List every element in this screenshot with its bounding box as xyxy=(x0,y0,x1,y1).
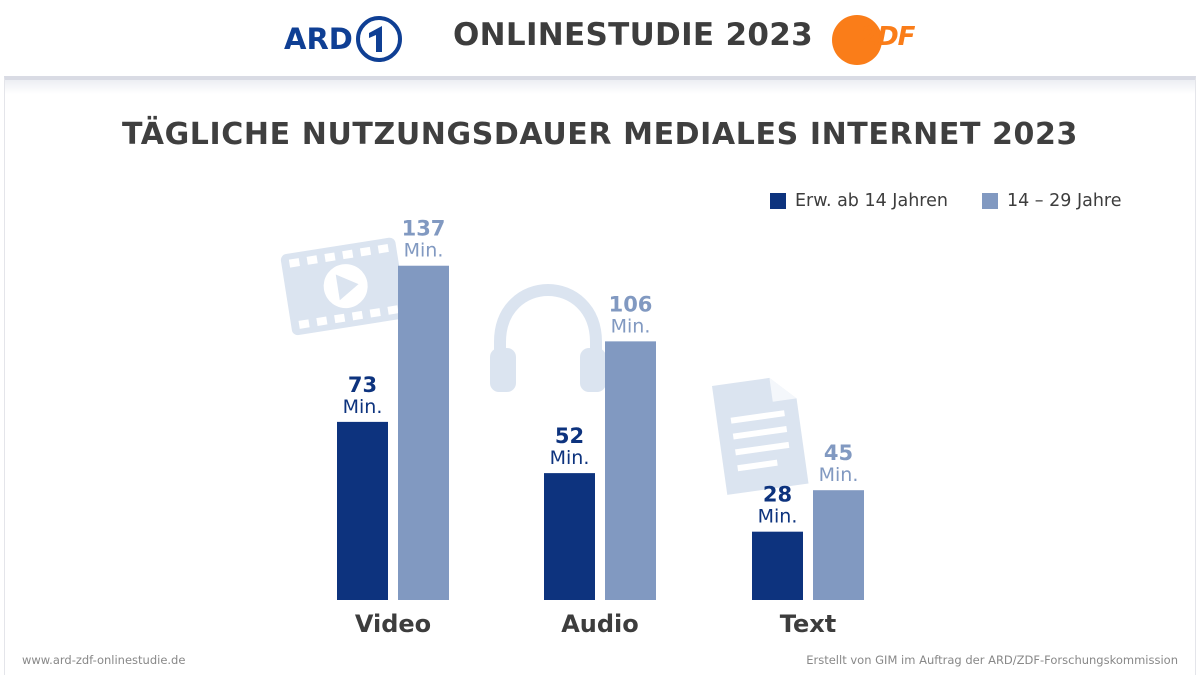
headphones-icon xyxy=(490,283,606,392)
header-title: ONLINESTUDIE 2023 xyxy=(453,17,813,53)
bar-text-series-2 xyxy=(813,490,864,600)
bar-video-series-1 xyxy=(337,421,388,600)
ard-one-icon xyxy=(355,16,402,62)
footer-credit: Erstellt von GIM im Auftrag der ARD/ZDF-… xyxy=(806,653,1178,667)
ard-logo: ARD xyxy=(284,14,403,64)
panel-shadow xyxy=(5,80,1195,94)
legend-item-young: 14 – 29 Jahre xyxy=(981,191,1122,211)
data-label-unit: Min. xyxy=(819,464,859,486)
legend-item-adults: Erw. ab 14 Jahren xyxy=(770,191,948,211)
data-label-value: 106 xyxy=(609,292,653,316)
data-label-unit: Min. xyxy=(550,447,590,469)
data-label-value: 52 xyxy=(555,424,584,448)
data-label-unit: Min. xyxy=(758,506,798,528)
header: ARD ONLINESTUDIE 2023 2DF xyxy=(0,0,1200,76)
zdf-wordmark: 2DF xyxy=(860,22,915,52)
legend-swatch-adults xyxy=(770,193,786,209)
category-label-video: Video xyxy=(355,610,431,638)
document-icon xyxy=(712,377,809,495)
footer-source-url: www.ard-zdf-onlinestudie.de xyxy=(22,653,186,667)
bar-text-series-1 xyxy=(752,531,803,600)
legend: Erw. ab 14 Jahren 14 – 29 Jahre xyxy=(770,191,1122,211)
category-label-audio: Audio xyxy=(561,610,639,638)
data-label-unit: Min. xyxy=(404,240,444,262)
category-label-text: Text xyxy=(780,610,836,638)
bar-video-series-2 xyxy=(398,265,449,600)
data-label-value: 45 xyxy=(824,441,853,465)
bar-audio-series-1 xyxy=(544,473,595,600)
legend-label-adults: Erw. ab 14 Jahren xyxy=(795,191,948,211)
data-label-unit: Min. xyxy=(611,315,651,337)
bar-audio-series-2 xyxy=(605,341,656,600)
video-film-icon xyxy=(280,237,407,336)
data-label-value: 28 xyxy=(763,483,792,507)
bars-layer: 73Min.137Min.Video52Min.106Min.Audio28Mi… xyxy=(337,217,864,638)
legend-swatch-young xyxy=(981,193,998,209)
data-label-value: 137 xyxy=(402,217,446,241)
data-label-value: 73 xyxy=(348,373,377,397)
ard-wordmark: ARD xyxy=(284,22,353,56)
chart-title: TÄGLICHE NUTZUNGSDAUER MEDIALES INTERNET… xyxy=(122,117,1078,152)
legend-label-young: 14 – 29 Jahre xyxy=(1006,191,1122,211)
data-label-unit: Min. xyxy=(343,396,383,418)
zdf-logo-circle xyxy=(832,15,882,65)
